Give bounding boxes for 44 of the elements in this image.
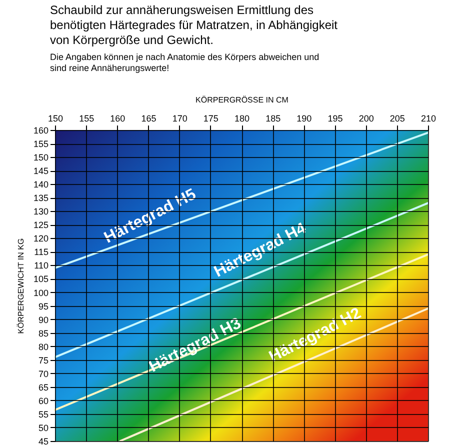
y-tick-label: 75 — [38, 355, 48, 366]
y-tick-label: 125 — [33, 220, 48, 230]
x-tick-label: 195 — [328, 114, 343, 124]
y-tick-label: 135 — [33, 193, 48, 204]
text: von Körpergröße und Gewicht. — [50, 33, 214, 47]
y-tick-label: 85 — [38, 328, 48, 338]
x-tick-label: 200 — [358, 114, 374, 124]
x-tick-label: 210 — [420, 114, 436, 124]
y-tick-label: 155 — [33, 139, 48, 150]
x-tick-label: 190 — [296, 114, 312, 124]
y-tick-label: 65 — [38, 382, 48, 392]
y-tick-label: 50 — [38, 422, 48, 433]
x-tick-label: 150 — [48, 114, 64, 124]
y-tick-label: 120 — [33, 234, 48, 244]
text: Schaubild zur annäherungsweisen Ermittlung des — [50, 3, 314, 17]
x-axis-title: KÖRPERGRÖSSE IN CM — [196, 96, 289, 104]
x-tick-label: 205 — [390, 114, 405, 124]
y-tick-label: 130 — [33, 206, 48, 217]
y-tick-label: 150 — [33, 152, 48, 163]
text: sind reine Annäherungswerte! — [50, 63, 170, 73]
y-tick-label: 160 — [33, 126, 48, 136]
y-tick-label: 80 — [38, 342, 48, 352]
x-tick-label: 175 — [203, 114, 218, 124]
x-tick-label: 160 — [110, 114, 126, 124]
text: Die Angaben können je nach Anatomie des Körpers abweichen und — [50, 52, 320, 62]
y-tick-label: 115 — [34, 247, 48, 258]
y-tick-label: 95 — [38, 301, 48, 312]
y-tick-label: 100 — [33, 288, 48, 298]
y-tick-label: 90 — [38, 314, 48, 325]
y-axis-title: KÖRPERGEWICHT IN KG — [16, 238, 26, 334]
y-tick-label: 70 — [38, 368, 48, 379]
y-tick-label: 55 — [38, 409, 48, 420]
text: benötigten Härtegrades für Matratzen, in Abhängigkeit — [50, 18, 338, 32]
x-tick-label: 165 — [141, 114, 156, 124]
y-tick-label: 105 — [33, 274, 48, 284]
y-tick-label: 140 — [33, 180, 48, 190]
x-tick-label: 180 — [234, 114, 250, 124]
y-tick-label: 145 — [33, 166, 48, 176]
y-tick-label: 60 — [38, 396, 48, 406]
x-tick-label: 170 — [172, 114, 188, 124]
x-tick-label: 155 — [79, 114, 94, 124]
x-tick-label: 185 — [266, 114, 281, 124]
y-tick-label: 110 — [34, 260, 48, 271]
y-tick-label: 45 — [38, 436, 48, 446]
